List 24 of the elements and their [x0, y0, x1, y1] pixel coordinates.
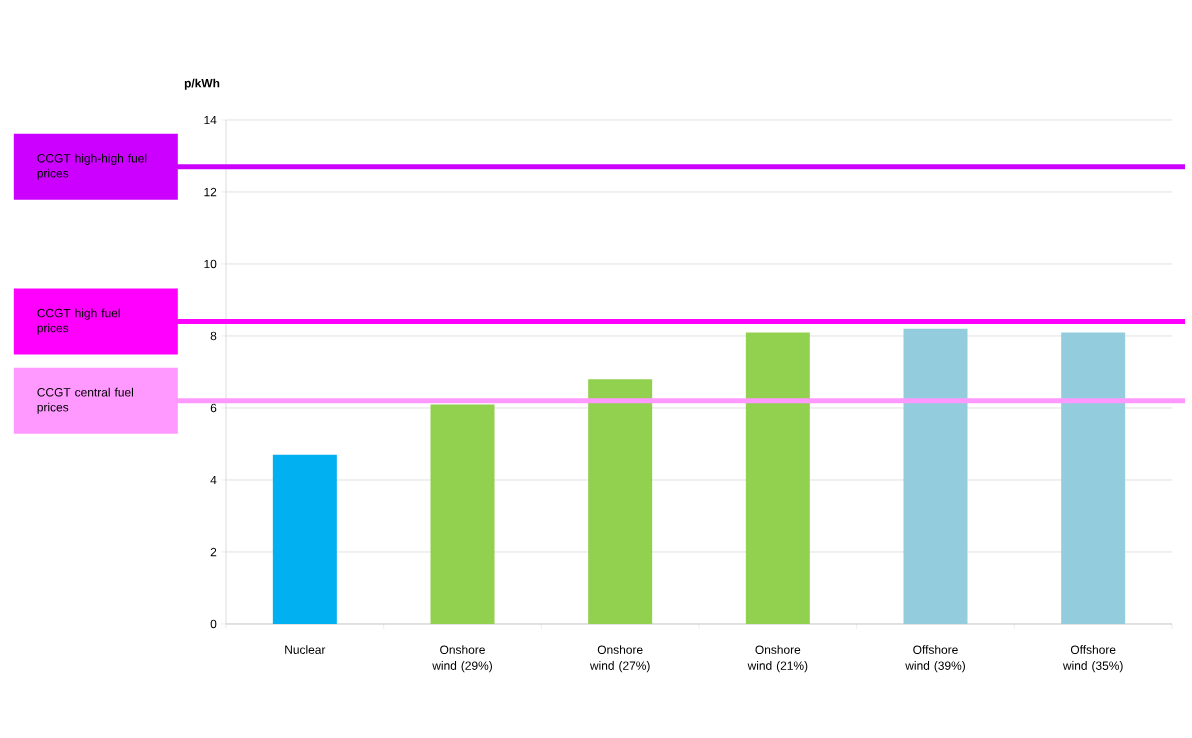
ref-line-label: CCGT central fuel prices [37, 387, 133, 414]
y-tick-label: 6 [210, 403, 217, 413]
y-tick-label: 4 [210, 475, 217, 485]
x-tick-label: Offshore wind (35%) [1062, 645, 1123, 673]
y-tick-label: 8 [210, 331, 217, 341]
x-tick-label: Nuclear [285, 645, 326, 654]
bar [430, 404, 495, 624]
x-tick-label: Offshore wind (39%) [905, 645, 965, 673]
y-tick-label: 10 [204, 259, 217, 269]
x-tick-label: Onshore wind (29%) [432, 645, 492, 673]
bar [1061, 332, 1126, 624]
bar [588, 379, 653, 624]
y-tick-label: 0 [210, 619, 217, 629]
ref-line-label: CCGT high fuel prices [37, 308, 120, 335]
y-axis-title: p/kWh [184, 78, 220, 90]
y-tick-label: 12 [204, 187, 217, 197]
x-tick-label: Onshore wind (27%) [589, 645, 650, 673]
bar [745, 332, 810, 624]
y-tick-label: 2 [210, 547, 217, 557]
y-tick-label: 14 [204, 115, 217, 125]
bar [272, 454, 337, 624]
x-tick-label: Onshore wind (21%) [747, 645, 808, 673]
bar [903, 328, 968, 624]
ref-line-label: CCGT high-high fuel prices [37, 153, 147, 180]
